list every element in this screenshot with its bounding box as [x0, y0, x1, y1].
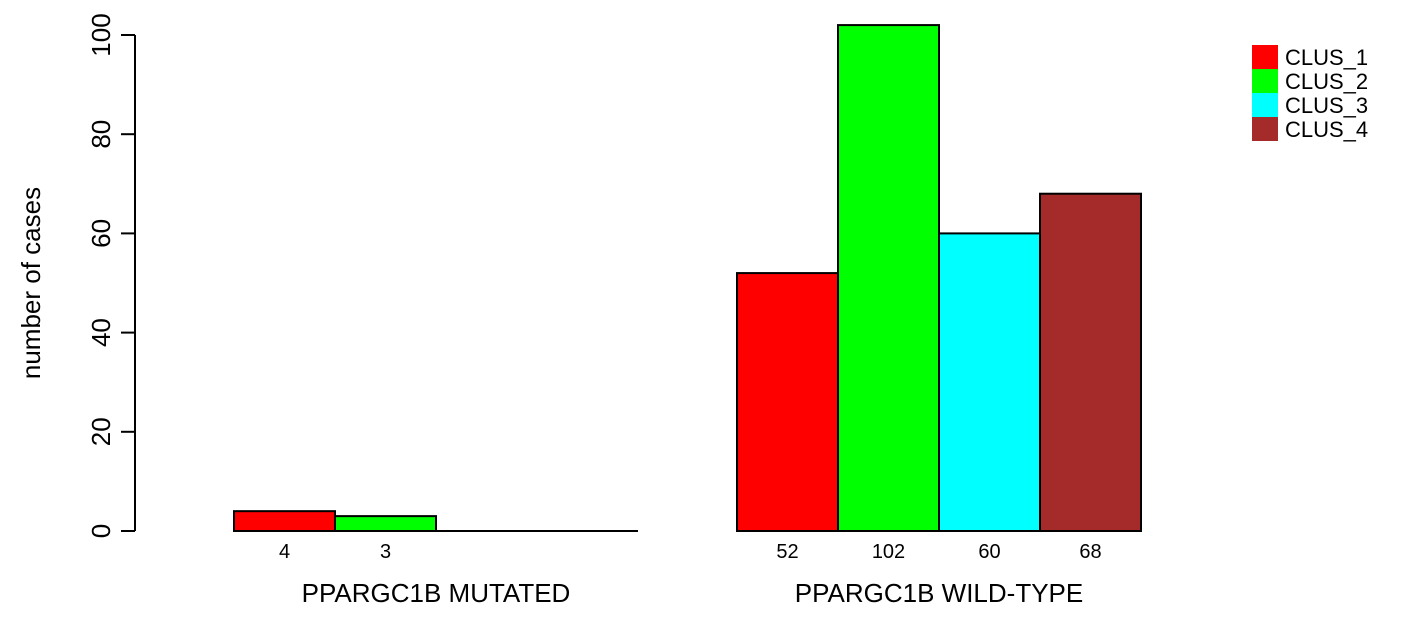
y-tick-label: 20 — [86, 417, 116, 446]
bar-clus-2-2 — [837, 24, 940, 533]
bar-value-labels: 4 3 52 102 60 68 — [279, 541, 1102, 563]
category-labels: PPARGC1B MUTATED PPARGC1B WILD-TYPE — [302, 578, 1084, 608]
legend-swatch-clus-4 — [1252, 117, 1278, 141]
y-tick-label: 80 — [86, 120, 116, 149]
y-tick-label: 60 — [86, 219, 116, 248]
legend-label: CLUS_2 — [1285, 69, 1368, 94]
bar-value-label: 4 — [279, 541, 290, 563]
y-axis: 0 20 40 60 80 100 — [86, 13, 136, 538]
bar-clus-2-1 — [334, 515, 437, 532]
legend-label: CLUS_1 — [1285, 45, 1368, 70]
bar-clus-1-1 — [233, 510, 336, 533]
bar-value-label: 60 — [978, 541, 1000, 563]
bar-clus-3-2 — [938, 232, 1041, 532]
y-axis-title: number of cases — [16, 187, 46, 379]
legend-label: CLUS_3 — [1285, 93, 1368, 118]
legend-swatch-clus-1 — [1252, 45, 1278, 69]
legend-swatch-clus-3 — [1252, 93, 1278, 117]
y-tick-label: 100 — [86, 13, 116, 56]
bar-value-label: 3 — [380, 541, 391, 563]
bar-value-label: 68 — [1079, 541, 1101, 563]
bar-clus-1-2 — [736, 272, 839, 532]
legend-label: CLUS_4 — [1285, 117, 1368, 142]
bar-value-label: 102 — [872, 541, 905, 563]
category-label: PPARGC1B WILD-TYPE — [795, 578, 1083, 608]
y-tick-label: 40 — [86, 318, 116, 347]
legend-swatch-clus-2 — [1252, 69, 1278, 93]
bars-layer — [233, 24, 1142, 533]
bar-clus-4-2 — [1039, 192, 1142, 532]
y-tick-label: 0 — [86, 524, 116, 538]
category-label: PPARGC1B MUTATED — [302, 578, 571, 608]
bar-value-label: 52 — [776, 541, 798, 563]
